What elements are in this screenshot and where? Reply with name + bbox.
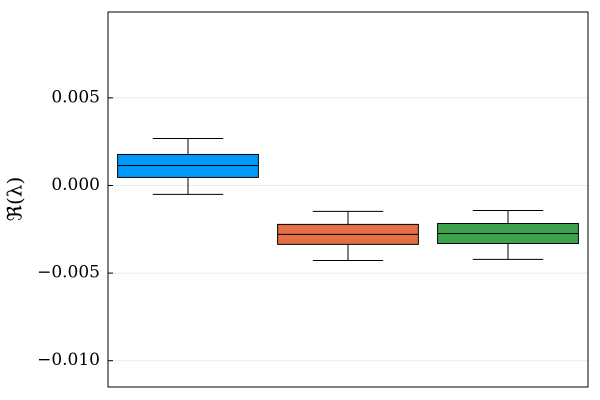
plot-frame bbox=[107, 11, 589, 388]
y-axis-label: ℜ(λ) bbox=[3, 177, 27, 222]
y-tick-label: −0.005 bbox=[37, 263, 100, 283]
y-tick-label: −0.010 bbox=[37, 350, 100, 370]
y-tick-label: 0.000 bbox=[51, 175, 100, 195]
y-tick-label: 0.005 bbox=[51, 87, 100, 107]
